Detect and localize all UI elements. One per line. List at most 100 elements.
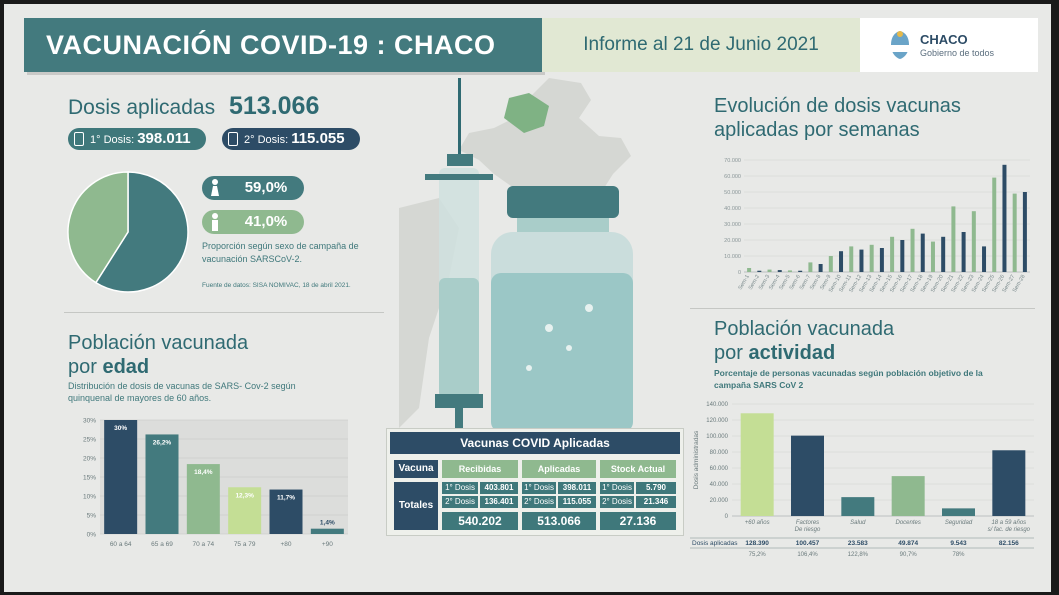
sex-pie-chart	[67, 171, 189, 293]
y-tick-label: 120.000	[706, 418, 728, 424]
percent-label: 122,8%	[848, 552, 869, 558]
recibidas-d1-label: 1° Dosis	[442, 482, 478, 494]
pie-source: Fuente de datos: SISA NOMIVAC, 18 de abr…	[202, 282, 351, 289]
logo-name: CHACO	[920, 32, 968, 47]
data-label: 30%	[114, 425, 127, 432]
y-tick-label: 50.000	[724, 190, 741, 196]
y-tick-label: 0%	[87, 532, 97, 539]
bar-Sem-18	[920, 233, 925, 272]
first-dose-label: 1° Dosis:	[90, 134, 135, 146]
bar-Sem-24	[982, 246, 987, 272]
infographic: VACUNACIÓN COVID-19 : CHACO Informe al 2…	[4, 4, 1051, 592]
y-tick-label: 80.000	[710, 450, 729, 456]
first-dose-pill: 1° Dosis: 398.011	[68, 128, 206, 150]
bar-+80	[269, 489, 303, 534]
aplicadas-d2-label: 2° Dosis	[522, 496, 556, 508]
stock-total: 27.136	[600, 512, 676, 530]
value-label: 128.390	[745, 540, 769, 547]
bar-Sem-9	[828, 256, 833, 272]
activity-title-line2: por actividad	[714, 342, 836, 364]
female-percent: 59,0%	[228, 176, 304, 200]
bar-Sem-26	[1002, 164, 1007, 272]
doses-label: Dosis aplicadas	[68, 96, 216, 119]
bar-Sem-6	[798, 270, 803, 272]
x-tick-label: Salud	[850, 520, 866, 526]
bar-Docentes	[891, 476, 925, 516]
recibidas-total: 540.202	[442, 512, 518, 530]
percent-label: 75,2%	[749, 552, 767, 558]
percent-label: 90,7%	[900, 552, 918, 558]
y-tick-label: 40.000	[710, 482, 729, 488]
bar-Sem-14	[879, 248, 884, 272]
y-tick-label: 15%	[83, 475, 96, 482]
y-tick-label: 0	[725, 514, 729, 520]
y-tick-label: 20.000	[724, 238, 741, 244]
vial-icon	[491, 186, 633, 432]
bar-75 a 79	[228, 487, 262, 534]
x-tick-label: +90	[322, 541, 333, 548]
y-tick-label: 20%	[83, 456, 96, 463]
bar-Sem-16	[900, 240, 905, 272]
aplicadas-d1-label: 1° Dosis	[522, 482, 556, 494]
value-label: 49.874	[898, 540, 918, 547]
col-vacuna: Vacuna	[394, 460, 438, 478]
percent-label: 106,4%	[797, 552, 818, 558]
vaccine-illustration	[399, 78, 633, 433]
bar-Seguridad	[942, 508, 975, 516]
y-tick-label: 140.000	[706, 402, 728, 408]
bar-Sem-27	[1012, 193, 1017, 272]
bar-Sem-1	[747, 268, 752, 272]
col-recibidas: Recibidas	[442, 460, 518, 478]
age-description: Distribución de dosis de vacunas de SARS…	[68, 381, 296, 403]
bar-Factores De riesgo	[791, 435, 824, 516]
aplicadas-total: 513.066	[522, 512, 596, 530]
recibidas-d1: 403.801	[480, 482, 518, 494]
bar-65 a 69	[145, 434, 179, 534]
table-header: Dosis aplicadas	[692, 540, 738, 547]
y-tick-label: 40.000	[724, 206, 741, 212]
x-tick-label: +80	[280, 541, 291, 548]
x-tick-label: 70 a 74	[192, 541, 214, 548]
bar-18 a 59 años s/ fac. de riesgo	[992, 450, 1026, 516]
second-dose-label: 2° Dosis:	[244, 134, 289, 146]
row-totales: Totales	[394, 482, 438, 530]
data-label: 11,7%	[277, 495, 295, 502]
activity-bar-chart: Dosis administradas 0 20.000 40.000 60.000 80…	[690, 402, 1034, 558]
second-dose-pill: 2° Dosis: 115.055	[222, 128, 360, 150]
bar-+60 años	[740, 413, 774, 516]
weekly-title: Evolución de dosis vacunas aplicadas por…	[714, 95, 961, 141]
bar-Sem-12	[859, 249, 864, 272]
col-stock: Stock Actual	[600, 460, 676, 478]
y-tick-label: 60.000	[724, 174, 741, 180]
vial-icon	[228, 132, 238, 146]
x-tick-label: +60 años	[745, 520, 770, 526]
data-label: 26,2%	[153, 439, 172, 446]
stock-d1-label: 1° Dosis	[600, 482, 634, 494]
chaco-logo: CHACO Gobierno de todos	[860, 18, 1038, 72]
value-label: 82.156	[999, 540, 1019, 547]
x-tick-label: De riesgo	[795, 527, 821, 533]
percent-label: 78%	[952, 552, 965, 558]
age-bar-chart: 0% 5% 10% 15% 20% 25% 30% 30% 60 a 64 26,2% 65 a 6…	[83, 418, 348, 548]
bar-Sem-13	[869, 244, 874, 272]
x-tick-label: Docentes	[895, 520, 920, 526]
vaccines-table-title: Vacunas COVID Aplicadas	[390, 432, 680, 454]
bar-Sem-10	[839, 251, 844, 272]
pie-slice-masculino	[67, 171, 129, 284]
bar-Sem-4	[777, 270, 782, 272]
doses-total: 513.066	[229, 92, 320, 120]
x-tick-label: Factores	[796, 520, 819, 526]
bar-Sem-5	[787, 270, 792, 272]
female-row: 59,0%	[202, 176, 304, 200]
bar-Sem-17	[910, 228, 915, 272]
syringe-icon	[425, 78, 493, 433]
bar-Sem-19	[930, 241, 935, 272]
bar-Sem-23	[971, 211, 976, 272]
bar-Sem-11	[849, 246, 854, 272]
stock-d2: 21.346	[636, 496, 676, 508]
bar-Sem-8	[818, 264, 823, 272]
bar-Sem-3	[767, 269, 772, 272]
bar-Sem-28	[1022, 192, 1027, 272]
male-percent: 41,0%	[228, 210, 304, 234]
y-tick-label: 10.000	[724, 254, 741, 260]
